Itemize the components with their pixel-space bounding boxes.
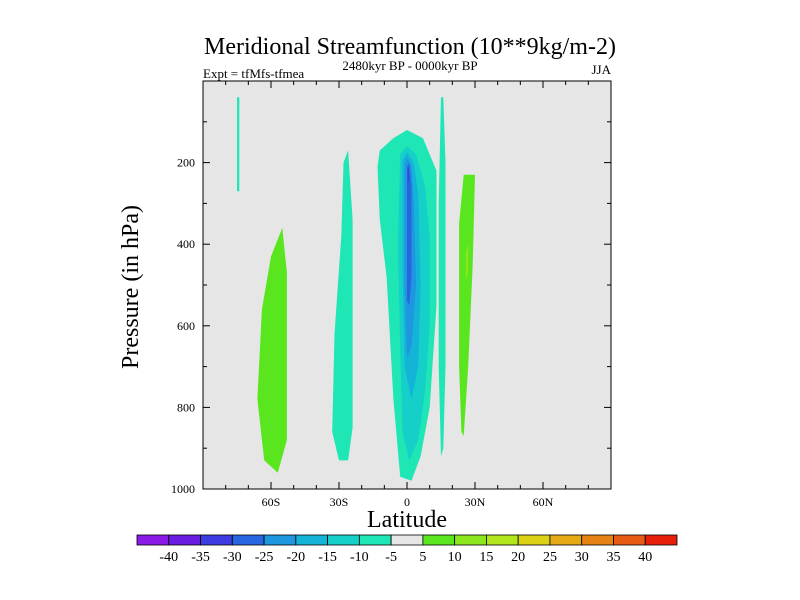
chart-title: Meridional Streamfunction (10**9kg/m-2) xyxy=(204,34,616,60)
colorbar-label: -20 xyxy=(286,550,305,565)
y-tick-label: 600 xyxy=(177,319,195,333)
x-tick-label: 60S xyxy=(262,495,281,509)
colorbar-swatch xyxy=(200,534,233,546)
contour-region-neg-30to35-core xyxy=(407,168,409,181)
colorbar-label: 20 xyxy=(511,550,525,565)
colorbar-swatch xyxy=(644,534,678,546)
contour-region-neg-5to10-sh-subtrop xyxy=(332,150,353,461)
y-tick-label: 200 xyxy=(177,156,195,170)
colorbar-swatch xyxy=(613,534,646,546)
colorbar-swatch xyxy=(549,534,583,546)
contour-layer xyxy=(237,97,475,481)
colorbar-label: -5 xyxy=(385,550,397,565)
colorbar-label: 25 xyxy=(543,550,557,565)
colorbar-label: 35 xyxy=(606,550,620,565)
contour-region-neg-5to10-mid-plume xyxy=(438,97,446,457)
colorbar-label: -40 xyxy=(159,550,178,565)
colorbar-label: 40 xyxy=(638,550,652,565)
x-tick-label: 30N xyxy=(465,495,486,509)
y-axis: 200 400 600 800 1000 xyxy=(171,121,611,496)
contour-region-pos-10to15-nh-core xyxy=(465,244,469,281)
colorbar-swatch xyxy=(327,534,360,546)
colorbar-label: 30 xyxy=(575,550,589,565)
contour-region-neg-25to30-equatorial xyxy=(407,162,412,306)
x-tick-label: 0 xyxy=(404,495,410,509)
colorbar: -40 -35 -30 -25 -20 -15 -10 -5 5 10 15 20 25 30 35 40 xyxy=(136,534,678,565)
y-tick-label: 400 xyxy=(177,237,195,251)
x-tick-label: 30S xyxy=(330,495,349,509)
plot-area xyxy=(202,80,612,490)
colorbar-swatch xyxy=(231,534,265,546)
colorbar-swatch xyxy=(136,534,170,546)
colorbar-label: -30 xyxy=(223,550,242,565)
colorbar-swatch xyxy=(422,534,456,546)
period-label: 2480kyr BP - 0000kyr BP xyxy=(342,58,477,73)
colorbar-swatch xyxy=(390,534,424,546)
x-axis: 60S 30S 0 30N 60N xyxy=(225,81,589,509)
colorbar-label: -35 xyxy=(191,550,210,565)
colorbar-swatch xyxy=(486,534,519,546)
contour-region-pos-5to10-sh-midlat xyxy=(257,227,287,473)
y-tick-label: 1000 xyxy=(171,482,195,496)
y-tick-label: 800 xyxy=(177,400,195,414)
colorbar-swatch xyxy=(168,534,201,546)
contour-region-neg-5to10-sh-thin xyxy=(237,97,240,192)
season-label: JJA xyxy=(591,62,611,77)
colorbar-swatch xyxy=(517,534,551,546)
y-axis-title: Pressure (in hPa) xyxy=(118,205,144,369)
colorbar-swatch xyxy=(454,534,487,546)
colorbar-label: 5 xyxy=(419,550,426,565)
colorbar-label: -25 xyxy=(255,550,274,565)
experiment-label: Expt = tfMfs-tfmea xyxy=(203,66,304,81)
colorbar-swatch xyxy=(581,534,614,546)
colorbar-swatch xyxy=(263,534,297,546)
x-axis-title: Latitude xyxy=(367,507,447,533)
colorbar-label: -15 xyxy=(318,550,337,565)
colorbar-label: -10 xyxy=(350,550,369,565)
colorbar-label: 15 xyxy=(479,550,493,565)
colorbar-swatch xyxy=(358,534,392,546)
contour-region-pos-5to10-nh-subtrop xyxy=(459,174,475,437)
x-tick-label: 60N xyxy=(533,495,554,509)
colorbar-label: 10 xyxy=(448,550,462,565)
colorbar-swatch xyxy=(295,534,328,546)
